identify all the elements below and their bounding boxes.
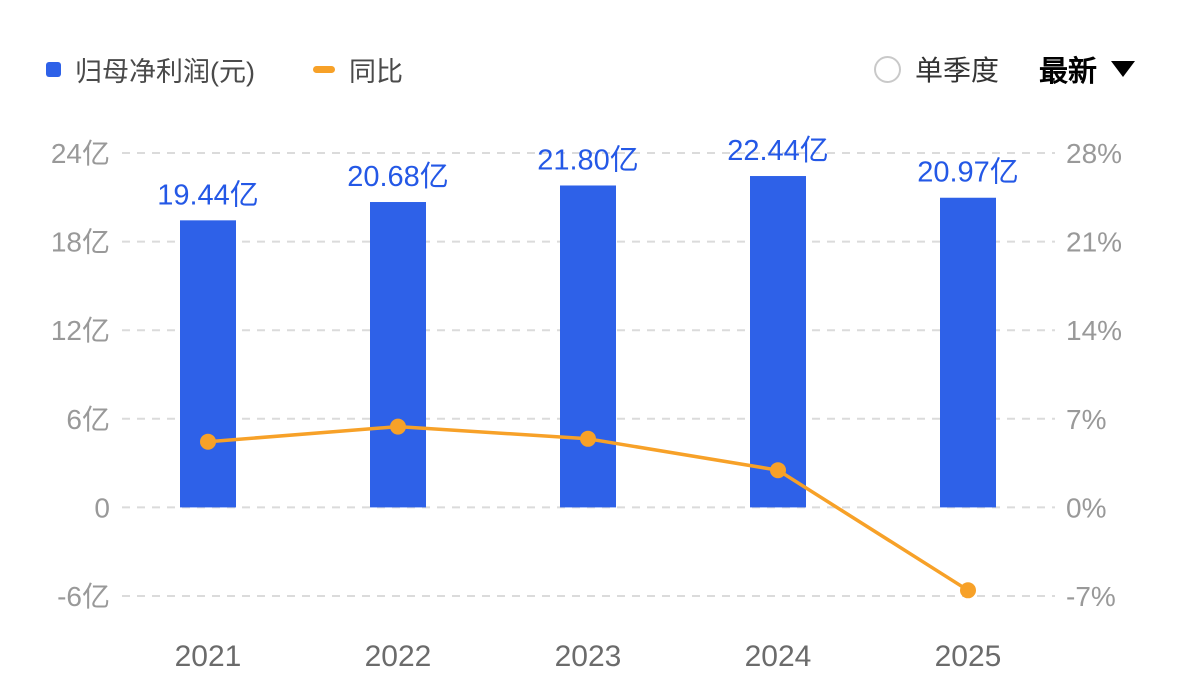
period-dropdown[interactable]: 最新 bbox=[1039, 48, 1135, 90]
legend-yoy-label: 同比 bbox=[348, 56, 403, 87]
y-axis-label-left: 24亿 bbox=[51, 138, 110, 169]
chart-controls: 单季度 最新 bbox=[873, 48, 1135, 90]
x-axis-label: 2021 bbox=[175, 640, 242, 673]
bar-value-label: 22.44亿 bbox=[727, 134, 829, 167]
single-quarter-radio[interactable]: 单季度 bbox=[873, 49, 999, 89]
yoy-point[interactable] bbox=[390, 418, 406, 435]
yoy-point[interactable] bbox=[200, 433, 216, 450]
x-axis-label: 2022 bbox=[365, 640, 432, 673]
legend-net-profit-label: 归母净利润(元) bbox=[75, 56, 255, 87]
y-axis-label-right: -7% bbox=[1066, 581, 1116, 612]
legend-net-profit[interactable]: 归母净利润(元) bbox=[46, 50, 255, 89]
bar-value-label: 21.80亿 bbox=[537, 143, 639, 176]
y-axis-label-left: 18亿 bbox=[51, 227, 110, 258]
bar-value-label: 20.97亿 bbox=[917, 156, 1019, 189]
period-dropdown-value: 最新 bbox=[1038, 56, 1097, 88]
net-profit-swatch-icon bbox=[46, 61, 61, 77]
radio-circle-icon bbox=[873, 55, 901, 83]
y-axis-label-right: 7% bbox=[1066, 404, 1106, 435]
chart-header: 归母净利润(元) 同比 单季度 最新 bbox=[0, 0, 1179, 108]
bar[interactable] bbox=[370, 202, 426, 508]
legend-yoy[interactable]: 同比 bbox=[312, 50, 403, 89]
bar-value-label: 20.68亿 bbox=[347, 160, 449, 193]
bar[interactable] bbox=[940, 197, 996, 508]
yoy-swatch-icon bbox=[312, 65, 335, 73]
x-axis-label: 2025 bbox=[935, 640, 1002, 673]
y-axis-label-right: 21% bbox=[1066, 227, 1122, 258]
y-axis-label-right: 28% bbox=[1066, 138, 1122, 169]
y-axis-label-left: 6亿 bbox=[66, 404, 110, 435]
yoy-point[interactable] bbox=[770, 462, 786, 479]
y-axis-label-left: -6亿 bbox=[57, 581, 110, 612]
bar[interactable] bbox=[750, 176, 806, 508]
chart-canvas: 24亿 28% 18亿 21% 12亿 14% 6亿 7% 0 0% -6亿 -7% 19.44亿 20.… bbox=[51, 134, 1122, 673]
legend: 归母净利润(元) 同比 bbox=[46, 50, 403, 89]
y-axis-label-left: 12亿 bbox=[51, 315, 110, 346]
y-axis-label-right: 14% bbox=[1066, 315, 1122, 346]
bar[interactable] bbox=[180, 220, 236, 508]
y-axis-label-left: 0 bbox=[94, 492, 110, 523]
single-quarter-label: 单季度 bbox=[914, 55, 999, 86]
x-axis-label: 2024 bbox=[745, 640, 812, 673]
bar[interactable] bbox=[560, 185, 616, 508]
yoy-point[interactable] bbox=[580, 430, 596, 447]
yoy-point[interactable] bbox=[960, 582, 976, 599]
x-axis-label: 2023 bbox=[555, 640, 622, 673]
bar-value-label: 19.44亿 bbox=[157, 178, 259, 211]
y-axis-label-right: 0% bbox=[1066, 492, 1106, 523]
caret-down-icon bbox=[1111, 61, 1135, 77]
